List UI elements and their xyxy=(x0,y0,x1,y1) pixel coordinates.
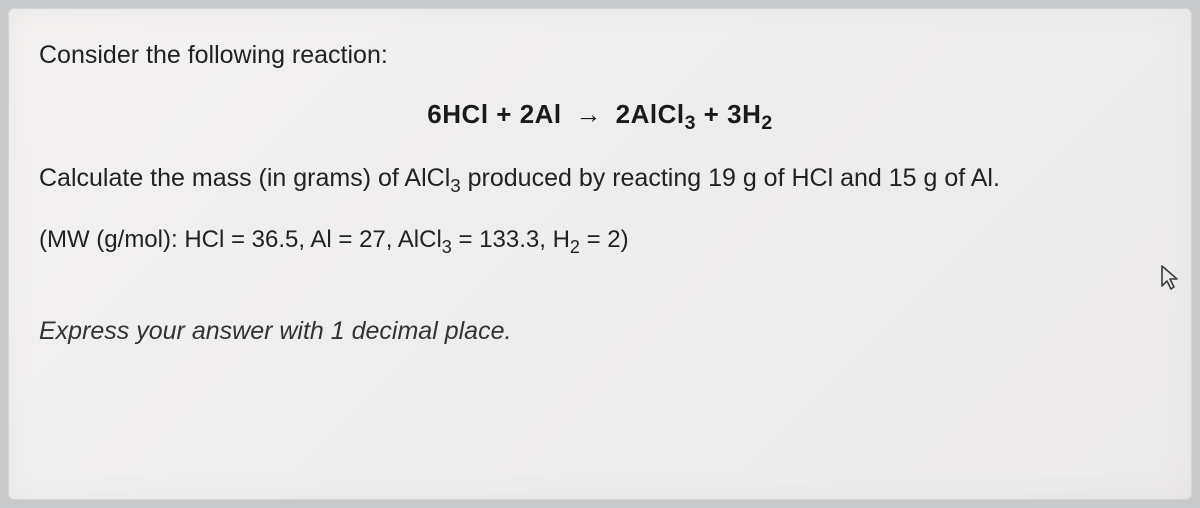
eq-lhs-coef1: 6 xyxy=(427,99,442,129)
mw-h2-sub: 2 xyxy=(570,236,580,256)
eq-plus2: + xyxy=(696,99,727,129)
prompt-species-sub: 3 xyxy=(450,175,460,196)
mw-pre: (MW (g/mol): HCl = 36.5, Al = 27, xyxy=(39,226,398,253)
eq-arrow: → xyxy=(575,99,602,130)
eq-rhs-term1-sub: 3 xyxy=(685,112,696,134)
mw-alcl3-sub: 3 xyxy=(442,236,452,256)
mw-h2-base: H xyxy=(553,226,570,253)
prompt-post: produced by reacting 19 g of HCl and 15 … xyxy=(461,164,1000,192)
answer-instruction: Express your answer with 1 decimal place… xyxy=(39,313,1161,349)
molecular-weights: (MW (g/mol): HCl = 36.5, Al = 27, AlCl3 … xyxy=(39,223,1161,258)
eq-lhs-term2: Al xyxy=(535,99,562,129)
eq-rhs-term1-base: AlCl xyxy=(631,99,685,129)
prompt-species-base: AlCl xyxy=(404,164,450,192)
mw-mid: = 133.3, xyxy=(452,226,553,253)
question-panel: Consider the following reaction: 6HCl + … xyxy=(8,8,1192,500)
eq-rhs-coef2: 3 xyxy=(727,99,742,129)
eq-lhs-term1: HCl xyxy=(442,99,488,129)
chemical-equation: 6HCl + 2Al → 2AlCl3 + 3H2 xyxy=(39,99,1161,130)
eq-rhs-coef1: 2 xyxy=(616,99,631,129)
prompt-pre: Calculate the mass (in grams) of xyxy=(39,164,404,192)
eq-plus1: + xyxy=(489,99,520,129)
mw-alcl3-base: AlCl xyxy=(398,226,442,253)
mw-post: = 2) xyxy=(580,226,629,253)
eq-rhs-term2-base: H xyxy=(742,99,761,129)
eq-rhs-term2-sub: 2 xyxy=(761,112,772,134)
eq-lhs-coef2: 2 xyxy=(520,99,535,129)
calculation-prompt: Calculate the mass (in grams) of AlCl3 p… xyxy=(39,160,1161,196)
intro-text: Consider the following reaction: xyxy=(39,37,1161,73)
